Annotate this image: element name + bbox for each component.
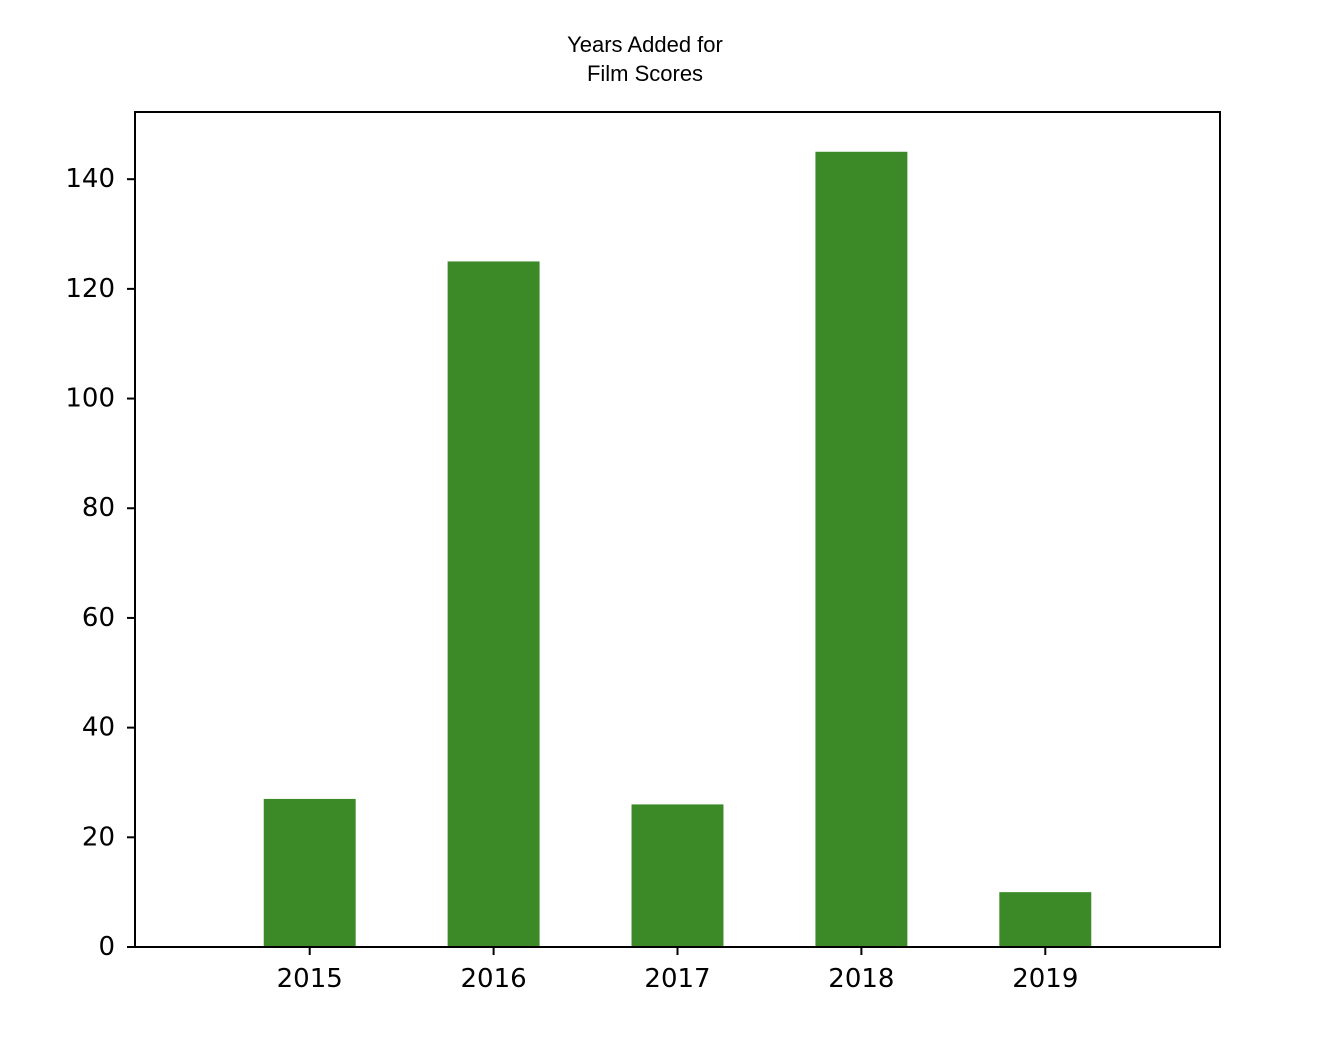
bar-2017 <box>631 804 724 947</box>
bar-2015 <box>263 798 356 947</box>
y-axis: 0 20 40 60 80 100 120 140 <box>65 164 135 962</box>
bar-2016 <box>447 261 540 947</box>
y-tick-label-120: 120 <box>65 274 115 304</box>
x-tick-label-2018: 2018 <box>828 964 894 994</box>
y-tick-label-80: 80 <box>82 493 115 523</box>
bar-2018 <box>815 151 908 947</box>
y-tick-label-140: 140 <box>65 164 115 194</box>
plot-frame <box>134 111 1221 948</box>
chart-title: Years Added for Film Scores <box>567 32 723 86</box>
x-tick-label-2016: 2016 <box>461 964 527 994</box>
y-tick-label-40: 40 <box>82 713 115 743</box>
y-tick-label-100: 100 <box>65 384 115 414</box>
bar-2019 <box>999 892 1092 947</box>
y-tick-label-60: 60 <box>82 603 115 633</box>
x-axis: 2015 2016 2017 2018 2019 <box>277 947 1078 994</box>
x-tick-label-2019: 2019 <box>1012 964 1078 994</box>
x-tick-label-2017: 2017 <box>644 964 710 994</box>
y-tick-label-20: 20 <box>82 822 115 852</box>
bars-group <box>263 151 1092 947</box>
x-tick-label-2015: 2015 <box>277 964 343 994</box>
y-tick-label-0: 0 <box>98 932 115 962</box>
